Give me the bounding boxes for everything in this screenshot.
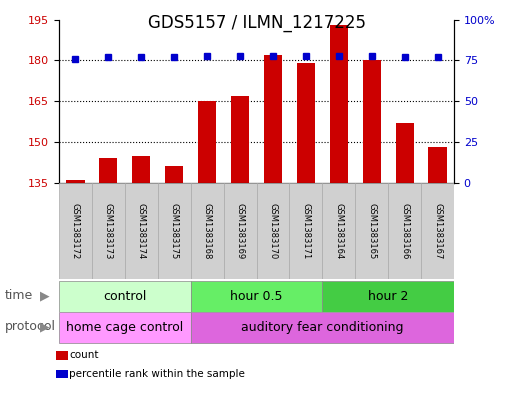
Bar [59, 312, 191, 343]
Bar [59, 281, 191, 312]
Text: ▶: ▶ [40, 320, 49, 334]
Bar [421, 183, 454, 279]
Bar [363, 61, 381, 183]
Bar [198, 101, 216, 183]
Text: count: count [69, 350, 99, 360]
Text: GSM1383172: GSM1383172 [71, 203, 80, 259]
Text: hour 0.5: hour 0.5 [230, 290, 283, 303]
Text: GDS5157 / ILMN_1217225: GDS5157 / ILMN_1217225 [148, 14, 365, 32]
Text: GSM1383170: GSM1383170 [268, 203, 278, 259]
Bar [59, 183, 92, 279]
Text: GSM1383167: GSM1383167 [433, 203, 442, 259]
Text: auditory fear conditioning: auditory fear conditioning [241, 321, 404, 334]
Bar [132, 156, 150, 183]
Text: GSM1383166: GSM1383166 [400, 203, 409, 259]
Bar [165, 166, 183, 183]
Text: GSM1383174: GSM1383174 [137, 203, 146, 259]
Bar [388, 183, 421, 279]
Bar [256, 183, 289, 279]
Bar [297, 63, 315, 183]
Bar [264, 55, 282, 183]
Text: GSM1383173: GSM1383173 [104, 203, 113, 259]
Text: percentile rank within the sample: percentile rank within the sample [69, 369, 245, 379]
Bar [158, 183, 191, 279]
Bar [66, 180, 85, 183]
Bar [191, 312, 454, 343]
Bar [92, 183, 125, 279]
Bar [322, 183, 355, 279]
Text: GSM1383169: GSM1383169 [235, 203, 245, 259]
Bar [322, 281, 454, 312]
Text: GSM1383171: GSM1383171 [301, 203, 310, 259]
Text: GSM1383175: GSM1383175 [170, 203, 179, 259]
Text: ▶: ▶ [40, 289, 49, 302]
Text: control: control [103, 290, 147, 303]
Text: GSM1383165: GSM1383165 [367, 203, 376, 259]
Bar [330, 25, 348, 183]
Bar [191, 281, 322, 312]
Bar [125, 183, 158, 279]
Text: time: time [5, 289, 33, 302]
Bar [428, 147, 447, 183]
Text: home cage control: home cage control [66, 321, 184, 334]
Bar [396, 123, 413, 183]
Text: hour 2: hour 2 [368, 290, 408, 303]
Bar [191, 183, 224, 279]
Bar [224, 183, 256, 279]
Text: GSM1383168: GSM1383168 [203, 203, 212, 259]
Bar [231, 96, 249, 183]
Bar [100, 158, 117, 183]
Bar [355, 183, 388, 279]
Text: protocol: protocol [5, 320, 56, 334]
Text: GSM1383164: GSM1383164 [334, 203, 343, 259]
Bar [289, 183, 322, 279]
